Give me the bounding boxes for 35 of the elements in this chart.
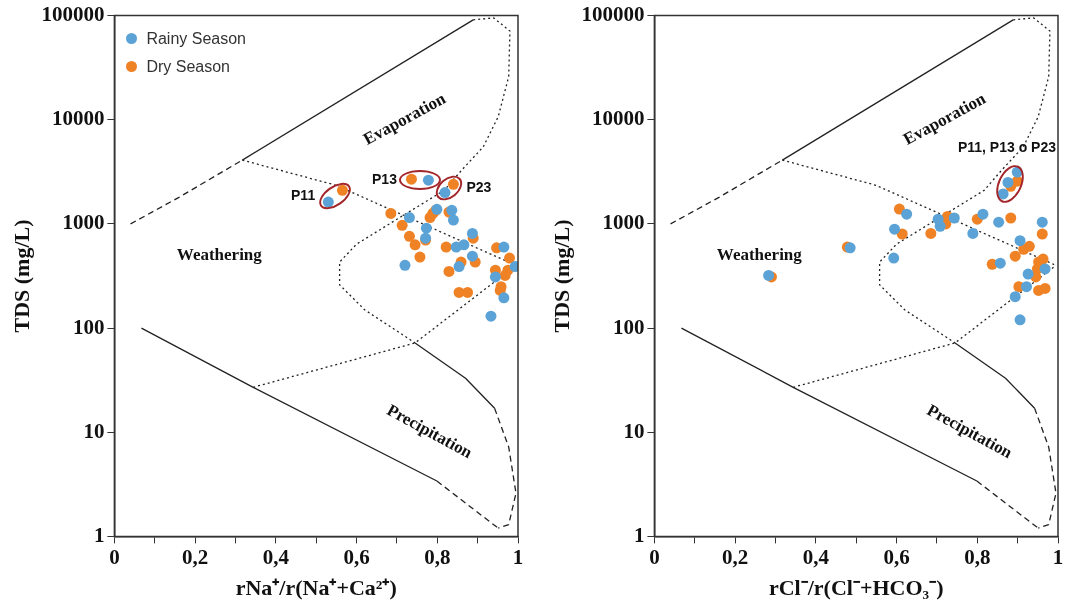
x-tick-label: 1 — [1052, 545, 1064, 570]
annotation: P23 — [466, 179, 492, 196]
legend-label: Rainy Season — [146, 29, 247, 48]
y-tick-label: 1000 — [62, 210, 105, 235]
x-axis-title: rCl⁻/r(Cl⁻+HCO₃⁻) — [768, 575, 944, 601]
x-tick-label: 0,6 — [343, 545, 370, 570]
annotation: P11 — [291, 186, 316, 203]
y-tick-label: 100000 — [581, 2, 645, 27]
y-tick-label: 100 — [72, 314, 105, 339]
y-tick-label: 10000 — [51, 106, 105, 131]
y-axis-title: TDS (mg/L) — [548, 219, 574, 333]
y-tick-label: 1000 — [602, 210, 645, 235]
y-axis-title: TDS (mg/L) — [8, 219, 34, 333]
x-tick-label: 0,4 — [802, 545, 830, 570]
legend-label: Dry Season — [146, 57, 230, 76]
x-tick-label: 0,8 — [424, 545, 451, 570]
x-tick-label: 0 — [649, 545, 660, 570]
x-tick-label: 0,2 — [721, 545, 749, 570]
x-tick-label: 0,4 — [262, 545, 290, 570]
annotation: P13 — [372, 170, 398, 187]
x-tick-label: 1 — [512, 545, 524, 570]
x-axis-title: rNa⁺/r(Na⁺+Ca²⁺) — [235, 575, 397, 601]
y-tick-label: 1 — [93, 522, 105, 547]
x-tick-label: 0 — [109, 545, 120, 570]
y-tick-label: 100 — [612, 314, 645, 339]
y-tick-label: 10000 — [591, 106, 645, 131]
y-tick-label: 100000 — [41, 2, 105, 27]
x-tick-label: 0,2 — [181, 545, 209, 570]
x-tick-label: 0,6 — [883, 545, 910, 570]
y-tick-label: 1 — [633, 522, 645, 547]
x-tick-label: 0,8 — [964, 545, 991, 570]
annotation: Weathering — [176, 244, 263, 264]
y-tick-label: 10 — [83, 418, 105, 443]
annotation: Weathering — [716, 244, 803, 264]
y-tick-label: 10 — [623, 418, 645, 443]
